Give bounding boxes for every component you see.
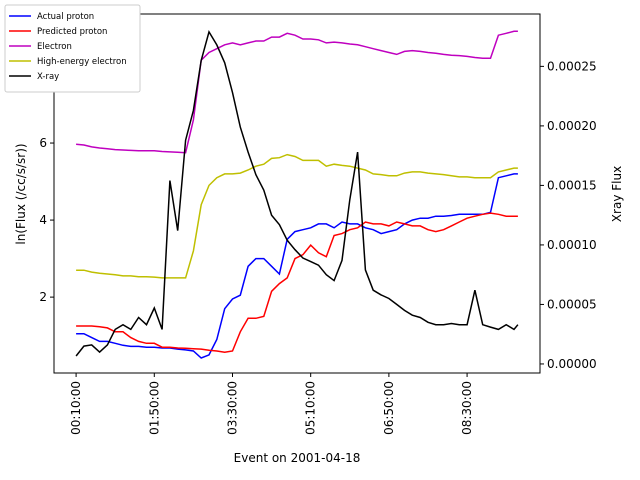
- x-tick-label: 00:10:00: [69, 381, 83, 435]
- x-tick-label: 01:50:00: [147, 381, 161, 435]
- series-line: [76, 212, 518, 353]
- y-axis-label: ln(Flux (/cc/s/sr)): [14, 143, 28, 244]
- y2-tick-label: 0.00005: [547, 297, 597, 311]
- x-tick-label: 06:50:00: [382, 381, 396, 435]
- series-line: [75, 30, 519, 357]
- legend: Actual proton Predicted proton Electron Hig…: [4, 4, 141, 93]
- plot-frame: [53, 13, 541, 374]
- x-tick-label: 05:10:00: [304, 381, 318, 435]
- y2-tick-label: 0.00010: [547, 238, 597, 252]
- series-line: [76, 173, 518, 359]
- legend-box: [4, 4, 141, 93]
- y-tick-label: 6: [39, 136, 47, 150]
- legend-label: X-ray: [37, 72, 59, 82]
- y2-tick-label: 0.00020: [547, 119, 597, 133]
- legend-label: Actual proton: [37, 12, 94, 22]
- series-line: [76, 153, 518, 279]
- legend-label: Electron: [37, 42, 72, 52]
- y2-axis-label: Xray Flux: [610, 166, 624, 222]
- y-tick-label: 2: [39, 290, 47, 304]
- x-axis-label: Event on 2001-04-18: [234, 451, 361, 465]
- x-tick-label: 03:30:00: [225, 381, 239, 435]
- series-line: [76, 30, 518, 154]
- y2-tick-label: 0.00000: [547, 357, 597, 371]
- y2-tick-label: 0.00025: [547, 59, 597, 73]
- legend-label: High-energy electron: [37, 57, 127, 67]
- y2-tick-label: 0.00015: [547, 178, 597, 192]
- legend-label: Predicted proton: [37, 27, 107, 37]
- x-tick-label: 08:30:00: [460, 381, 474, 435]
- y-tick-label: 4: [39, 213, 47, 227]
